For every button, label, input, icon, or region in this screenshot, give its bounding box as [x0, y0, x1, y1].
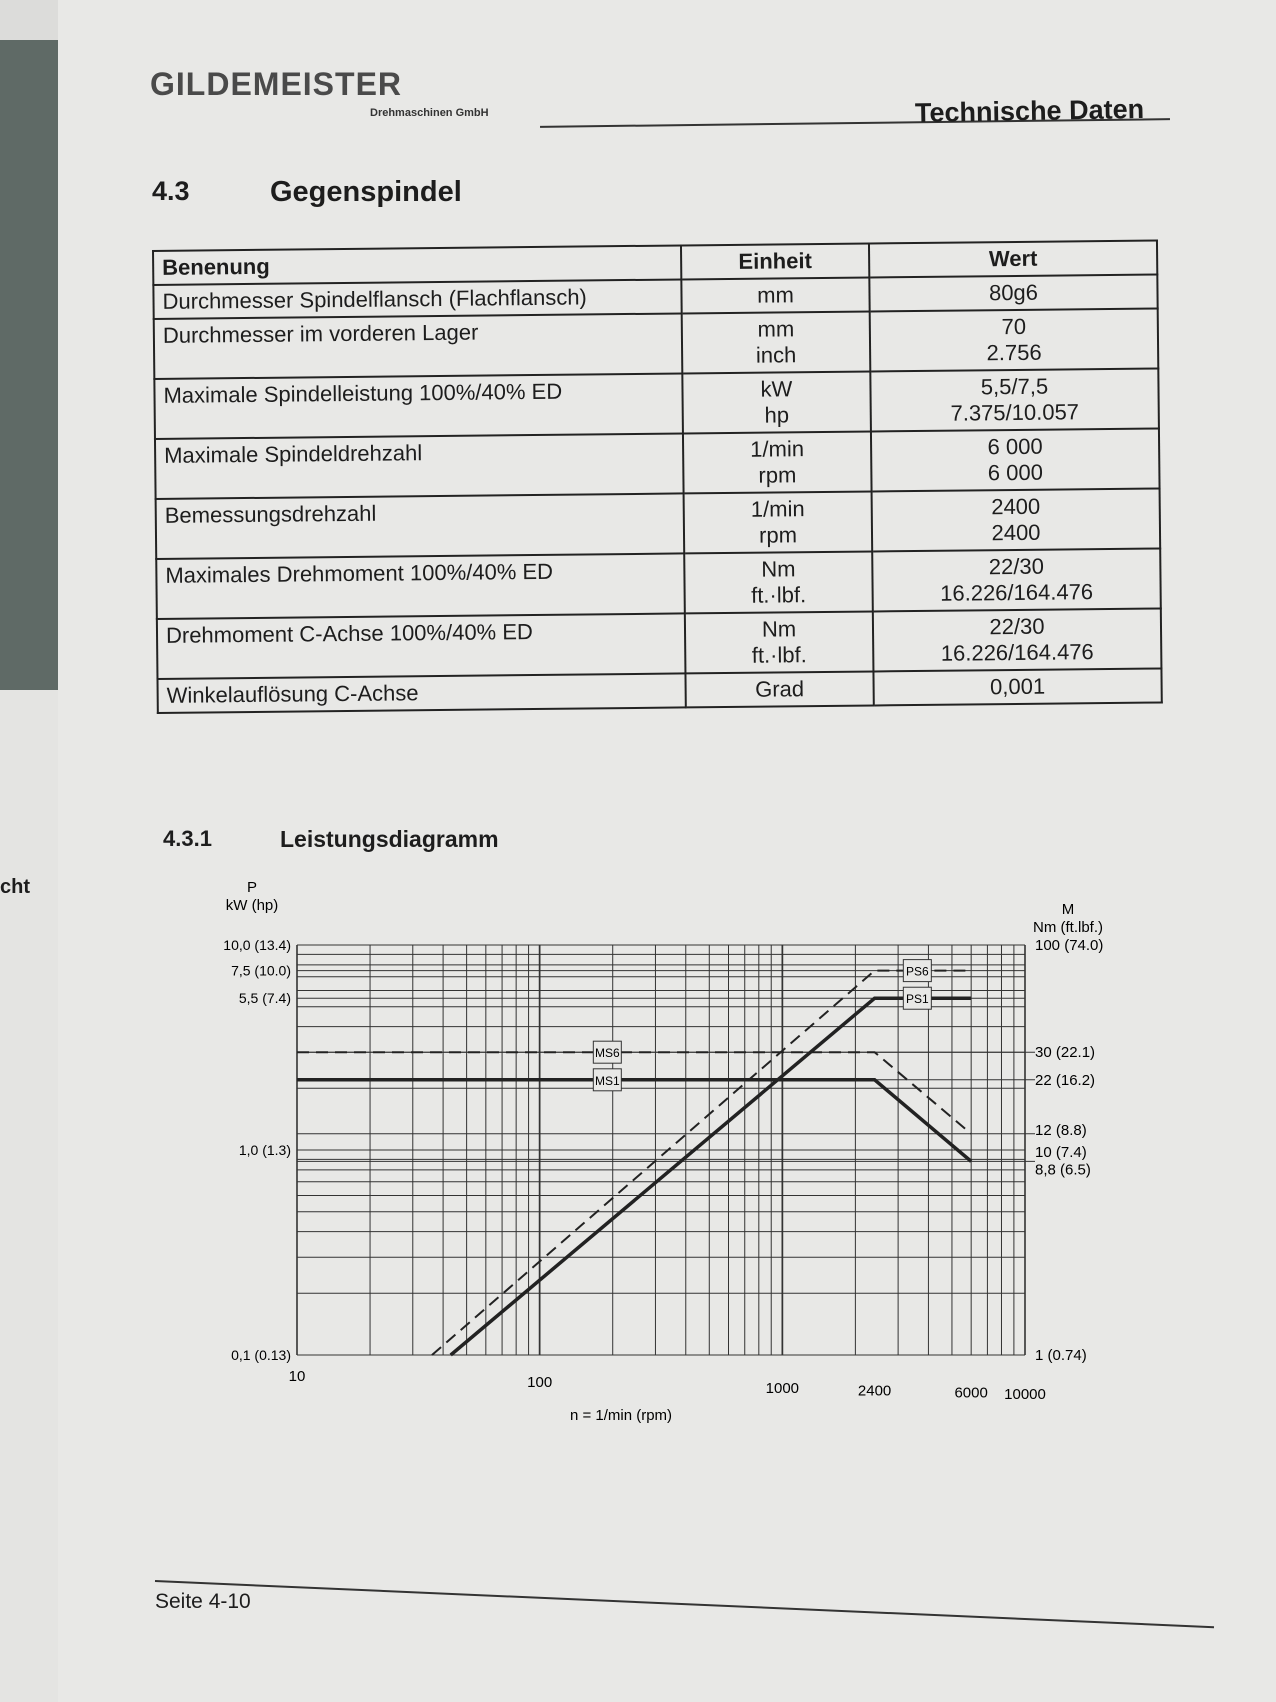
x-tick-label: 10 [289, 1368, 306, 1385]
series-label-box [902, 959, 932, 983]
page-number: Seite 4-10 [155, 1590, 251, 1613]
y-right-tick-label: 12 (8.8) [1035, 1122, 1087, 1139]
y-left-tick-label: 7,5 (10.0) [231, 963, 291, 979]
y-right-tick-label: 1 (0.74) [1035, 1347, 1087, 1364]
series-label-box [592, 1040, 622, 1064]
series-label-box [592, 1068, 622, 1092]
section-number: 4.3 [152, 176, 190, 206]
y-left-tick-label: 5,5 (7.4) [239, 990, 291, 1006]
adjacent-page-text: cht [0, 876, 30, 898]
y-right-tick-label: 8,8 (6.5) [1035, 1161, 1091, 1178]
section-title: Gegenspindel [270, 176, 462, 208]
series-line-ps6 [431, 969, 972, 1356]
x-tick-label: 100 [527, 1374, 552, 1391]
y-right-axis-label: M [1062, 901, 1075, 918]
series-line-ms6 [297, 1051, 972, 1135]
series-label: PS1 [906, 992, 929, 1006]
y-right-tick-label: 10 (7.4) [1035, 1144, 1087, 1161]
y-left-tick-label: 1,0 (1.3) [239, 1142, 291, 1158]
series-label: MS6 [595, 1046, 620, 1060]
x-tick-label: 10000 [1004, 1386, 1046, 1403]
logo: GILDEMEISTER [150, 66, 403, 102]
series-line-ms1 [297, 1078, 973, 1163]
performance-chart: 10,0 (13.4) 7,5 (10.0) 5,5 (7.4) 1,0 (1.3) 0… [223, 879, 1103, 1424]
subsection-number: 4.3.1 [163, 826, 212, 851]
y-left-axis-label: kW (hp) [226, 897, 279, 914]
subsection-title: Leistungsdiagramm [280, 826, 499, 852]
adjacent-page [0, 690, 60, 1702]
y-right-tick-label: 100 (74.0) [1035, 937, 1103, 954]
series-label-box [902, 986, 932, 1010]
y-right-axis-label: Nm (ft.lbf.) [1033, 919, 1103, 936]
x-tick-label: 6000 [954, 1385, 987, 1402]
adjacent-page-edge [0, 40, 60, 690]
y-right-tick-label: 30 (22.1) [1035, 1044, 1095, 1061]
document-page [58, 0, 1276, 1702]
y-right-tick-label: 22 (16.2) [1035, 1072, 1095, 1089]
x-tick-label: 1000 [766, 1380, 799, 1397]
series-label: PS6 [906, 965, 929, 979]
logo-subtitle: Drehmaschinen GmbH [370, 107, 489, 119]
y-left-tick-label: 0,1 (0.13) [231, 1347, 291, 1363]
series-label: MS1 [595, 1074, 620, 1088]
series-line-ps1 [449, 996, 972, 1357]
y-left-tick-label: 10,0 (13.4) [223, 937, 291, 953]
x-tick-label: 2400 [858, 1382, 891, 1399]
x-axis-label: n = 1/min (rpm) [570, 1407, 672, 1424]
y-left-axis-label: P [247, 879, 257, 896]
